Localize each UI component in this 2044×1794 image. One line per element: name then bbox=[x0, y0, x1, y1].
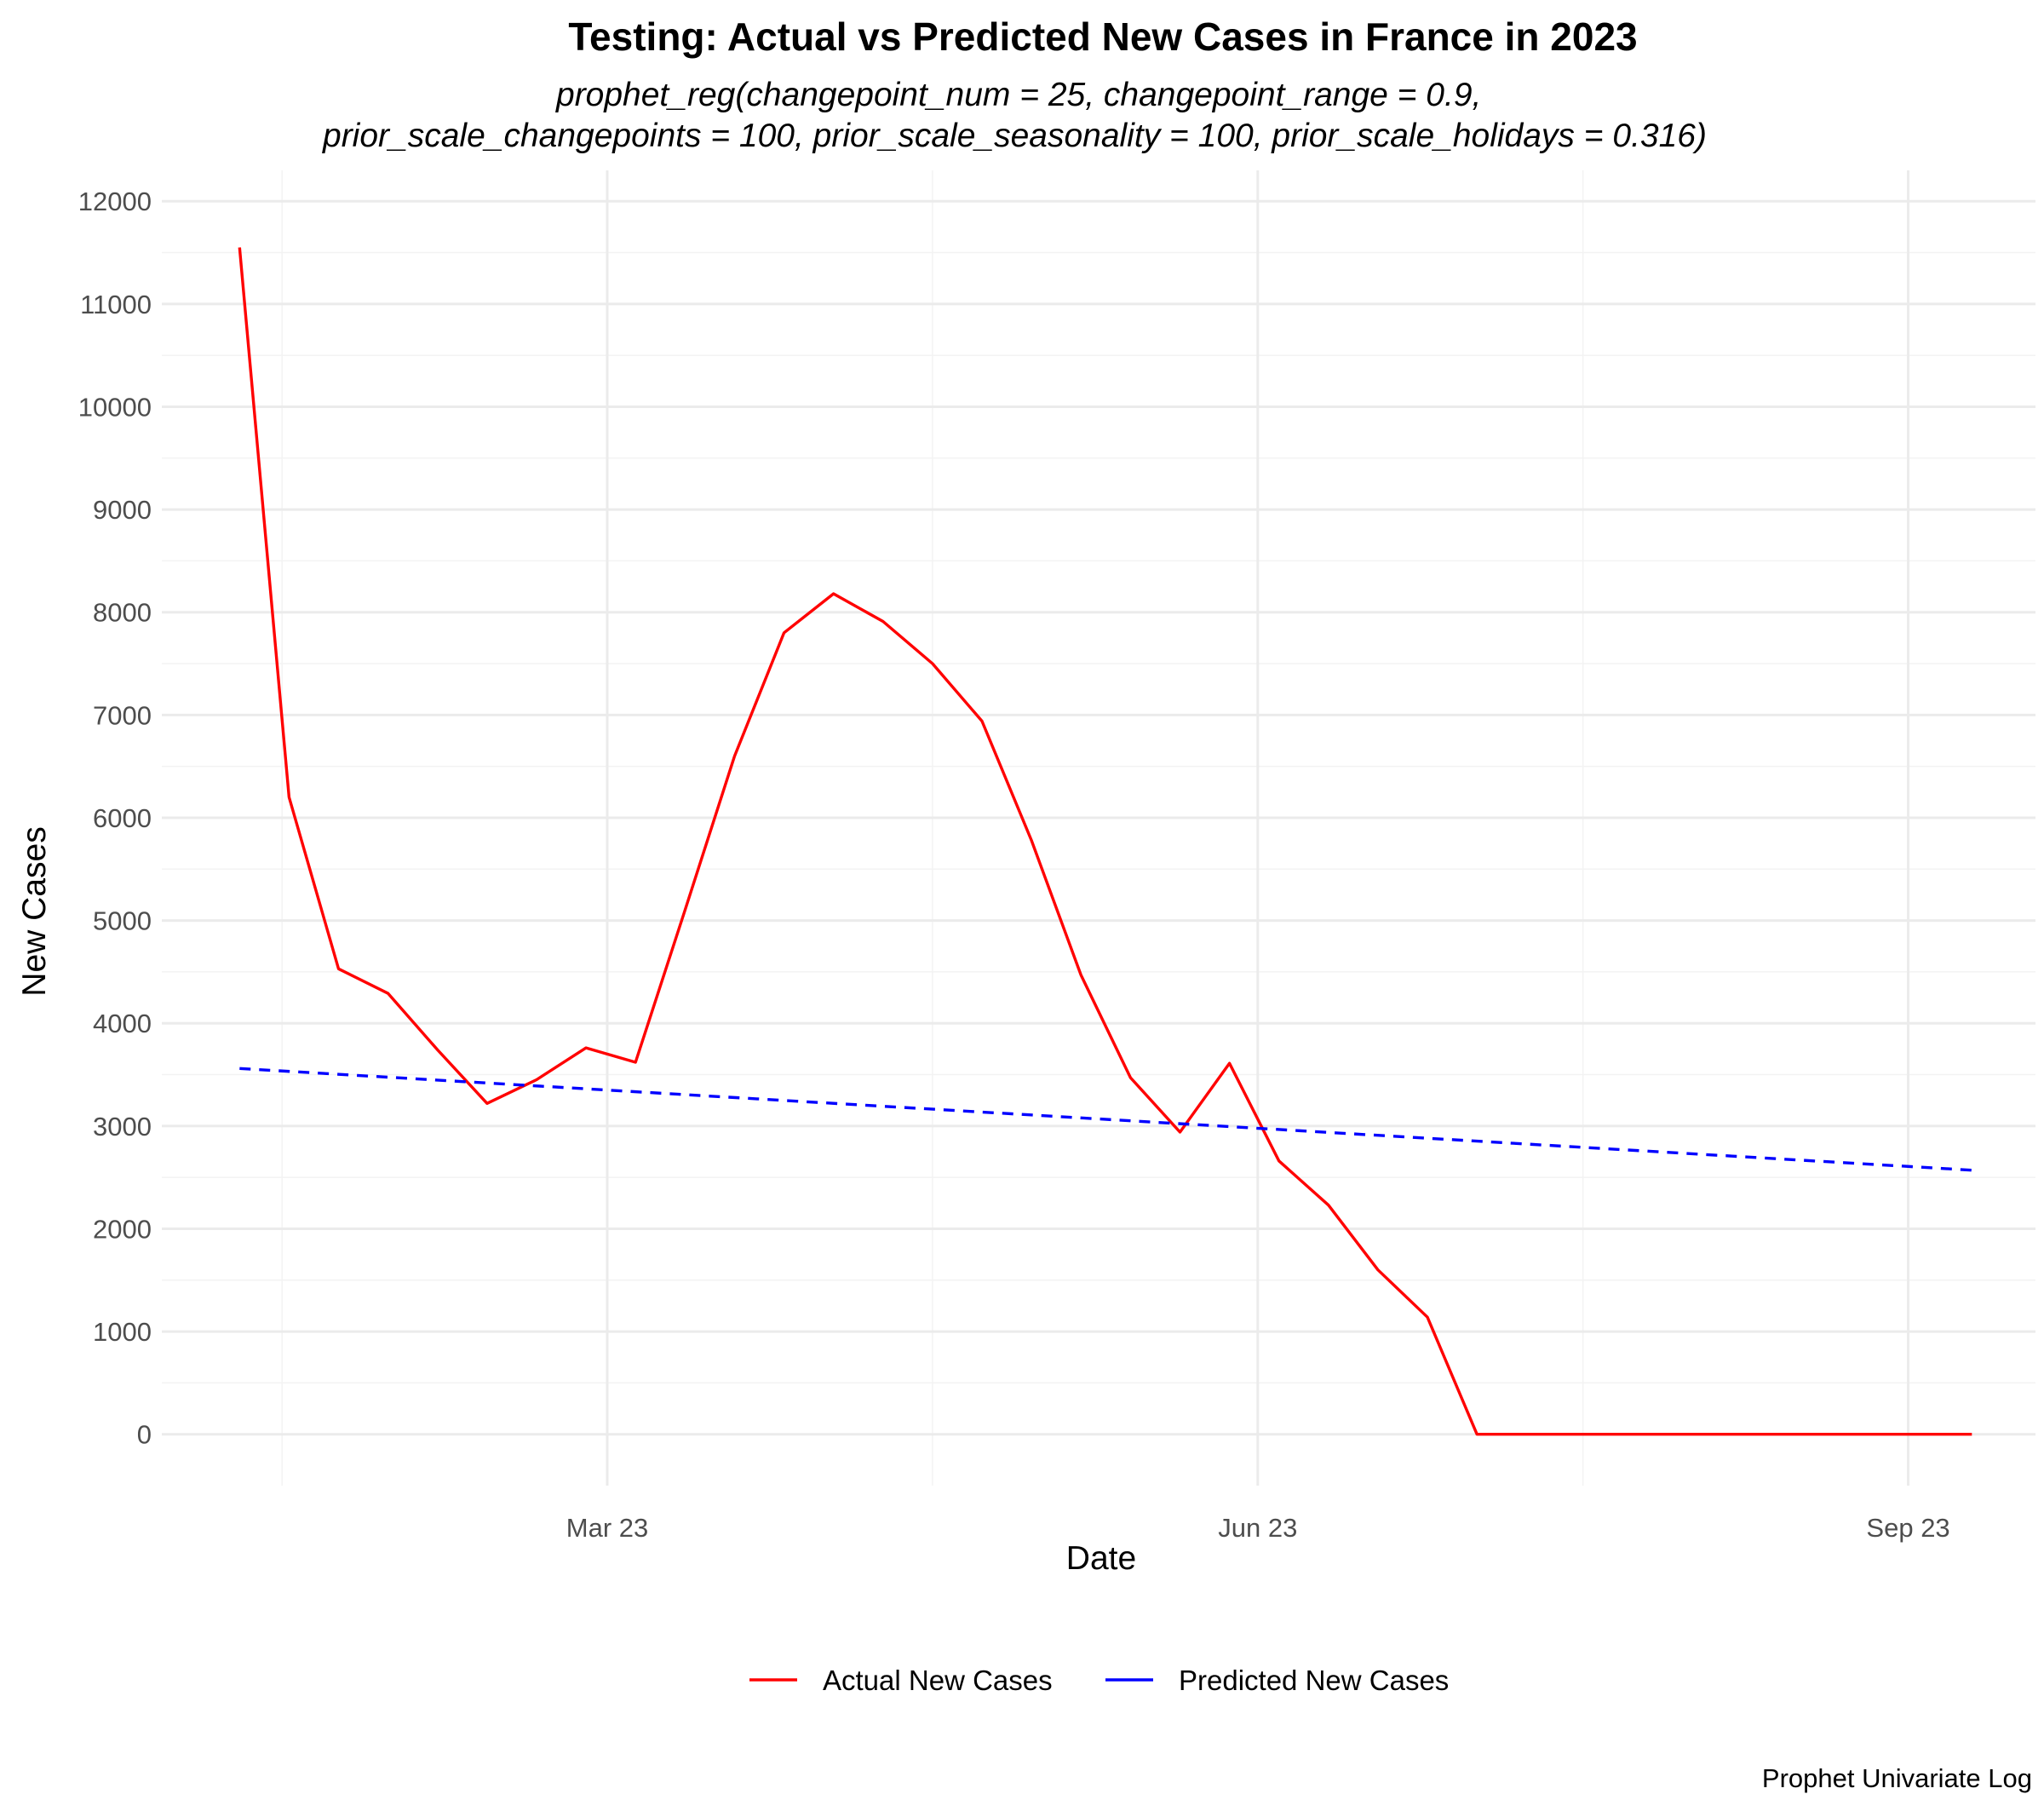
y-tick-label: 11000 bbox=[80, 290, 152, 319]
y-tick-label: 7000 bbox=[93, 700, 152, 730]
y-tick-label: 10000 bbox=[78, 392, 152, 422]
y-tick-label: 12000 bbox=[78, 187, 152, 216]
y-tick-label: 4000 bbox=[93, 1009, 152, 1038]
legend-label-predicted: Predicted New Cases bbox=[1179, 1665, 1449, 1696]
y-axis-ticks: 0 1000 2000 3000 4000 5000 6000 7000 8000 9000 100… bbox=[78, 187, 152, 1450]
predicted-new-cases-line bbox=[239, 1067, 1972, 1172]
chart-caption: Prophet Univariate Log bbox=[1761, 1763, 2032, 1793]
y-tick-label: 3000 bbox=[93, 1112, 152, 1141]
actual-new-cases-line bbox=[238, 247, 1972, 1436]
legend-label-actual: Actual New Cases bbox=[823, 1665, 1053, 1696]
y-tick-label: 0 bbox=[137, 1420, 152, 1450]
chart-title: Testing: Actual vs Predicted New Cases i… bbox=[568, 14, 1638, 59]
y-tick-label: 9000 bbox=[93, 495, 152, 525]
y-tick-label: 2000 bbox=[93, 1214, 152, 1244]
y-tick-label: 8000 bbox=[93, 598, 152, 628]
chart-subtitle-line-1: prophet_reg(changepoint_num = 25, change… bbox=[556, 77, 1482, 113]
y-tick-label: 5000 bbox=[93, 906, 152, 936]
x-tick-label: Sep 23 bbox=[1866, 1513, 1949, 1543]
x-axis-ticks: Mar 23 Jun 23 Sep 23 bbox=[566, 1513, 1950, 1543]
x-tick-label: Jun 23 bbox=[1218, 1513, 1297, 1543]
y-tick-label: 1000 bbox=[93, 1317, 152, 1347]
y-axis-title: New Cases bbox=[16, 826, 53, 996]
x-axis-title: Date bbox=[1066, 1540, 1136, 1577]
x-tick-label: Mar 23 bbox=[566, 1513, 648, 1543]
legend: Actual New Cases Predicted New Cases bbox=[749, 1665, 1449, 1696]
y-tick-label: 6000 bbox=[93, 803, 152, 833]
chart-subtitle-line-2: prior_scale_changepoints = 100, prior_sc… bbox=[323, 118, 1707, 154]
gridlines bbox=[162, 170, 2035, 1486]
series-lines bbox=[238, 247, 1972, 1436]
